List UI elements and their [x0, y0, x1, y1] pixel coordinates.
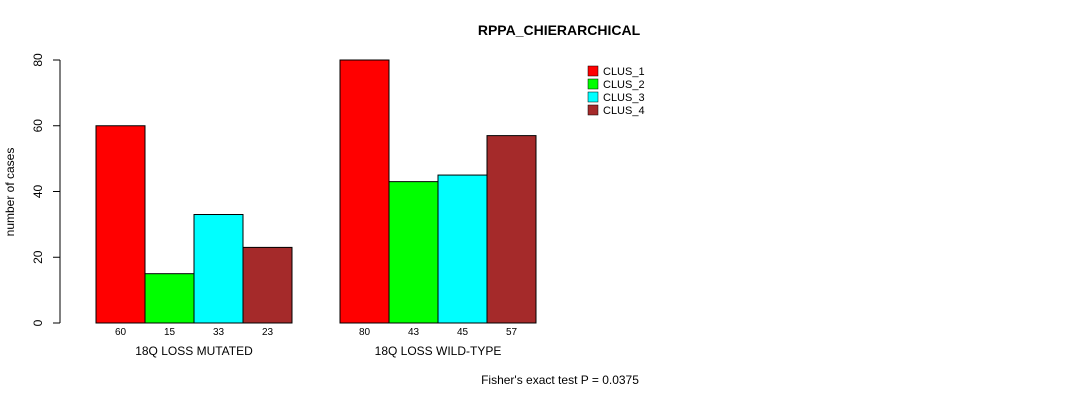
legend-label: CLUS_3 [603, 92, 645, 104]
chart-title: RPPA_CHIERARCHICAL [478, 22, 641, 38]
y-tick-label: 60 [31, 119, 45, 133]
y-axis: 0 20 40 60 80 [31, 53, 61, 326]
bar-value-label: 33 [213, 327, 225, 338]
bar [486, 135, 537, 324]
bar [437, 174, 488, 324]
legend-swatch [587, 91, 599, 103]
legend-label: CLUS_1 [603, 66, 645, 78]
bar [95, 125, 146, 324]
y-tick-label: 40 [31, 185, 45, 199]
group-labels: 18Q LOSS MUTATED 18Q LOSS WILD-TYPE [135, 344, 501, 358]
bar-value-label: 60 [115, 327, 127, 338]
legend-swatch [587, 78, 599, 90]
bars [95, 59, 537, 324]
bar [144, 273, 195, 324]
group-label: 18Q LOSS MUTATED [135, 344, 253, 358]
legend-label: CLUS_4 [603, 105, 645, 117]
bar-value-label: 23 [262, 327, 274, 338]
y-axis-label: number of cases [3, 148, 17, 237]
group-label: 18Q LOSS WILD-TYPE [375, 344, 502, 358]
bar [388, 181, 439, 324]
bar-value-label: 80 [359, 327, 371, 338]
legend-swatch [587, 65, 599, 77]
bar-value-labels: 60 15 33 23 80 43 45 57 [115, 327, 518, 338]
bar [242, 246, 293, 324]
bar-value-label: 45 [457, 327, 469, 338]
y-tick-label: 80 [31, 53, 45, 67]
y-tick-label: 20 [31, 250, 45, 264]
bar-value-label: 57 [506, 327, 518, 338]
legend-label: CLUS_2 [603, 79, 645, 91]
bar-value-label: 15 [164, 327, 176, 338]
y-tick-label: 0 [31, 319, 45, 326]
legend-swatch [587, 104, 599, 116]
bar-value-label: 43 [408, 327, 420, 338]
fisher-test-annotation: Fisher's exact test P = 0.0375 [481, 373, 639, 387]
bar [193, 214, 244, 324]
bar [339, 59, 390, 324]
